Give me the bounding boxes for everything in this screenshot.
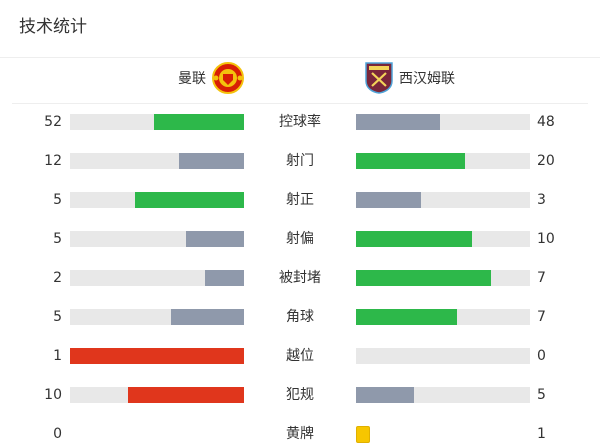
stat-label: 黄牌 <box>286 426 314 442</box>
page-title: 技术统计 <box>19 17 87 37</box>
stat-row: 5 角球 7 <box>0 307 600 327</box>
away-value: 10 <box>537 231 555 247</box>
home-value: 10 <box>44 387 62 403</box>
away-team-name: 西汉姆联 <box>399 71 455 87</box>
away-value: 3 <box>537 192 546 208</box>
home-value: 0 <box>53 426 62 442</box>
divider <box>0 57 600 58</box>
away-bar-track <box>356 153 530 169</box>
home-value: 2 <box>53 270 62 286</box>
away-bar <box>356 231 473 247</box>
away-value: 5 <box>537 387 546 403</box>
stat-row: 5 射正 3 <box>0 190 600 210</box>
home-bar-track <box>70 153 244 169</box>
away-bar <box>356 387 414 403</box>
home-value: 5 <box>53 309 62 325</box>
home-bar <box>171 309 244 325</box>
stat-row: 5 射偏 10 <box>0 229 600 249</box>
home-team[interactable]: 曼联 <box>178 62 244 94</box>
yellow-card-icon <box>356 426 370 443</box>
stat-row: 12 射门 20 <box>0 151 600 171</box>
stat-row: 0 黄牌 1 <box>0 424 600 444</box>
home-value: 12 <box>44 153 62 169</box>
divider <box>12 103 588 104</box>
home-bar-track <box>70 309 244 325</box>
stat-label: 射门 <box>286 153 314 169</box>
home-bar-track <box>70 387 244 403</box>
home-value: 5 <box>53 231 62 247</box>
home-bar-track <box>70 192 244 208</box>
away-bar-track <box>356 231 530 247</box>
away-bar-track <box>356 192 530 208</box>
away-value: 7 <box>537 309 546 325</box>
home-bar <box>153 114 244 130</box>
home-bar <box>205 270 244 286</box>
away-value: 1 <box>537 426 546 442</box>
stat-row: 10 犯规 5 <box>0 385 600 405</box>
away-value: 7 <box>537 270 546 286</box>
away-bar-track <box>356 270 530 286</box>
away-bar <box>356 114 440 130</box>
home-value: 5 <box>53 192 62 208</box>
away-value: 0 <box>537 348 546 364</box>
home-value: 1 <box>53 348 62 364</box>
home-bar-track <box>70 231 244 247</box>
away-bar <box>356 309 458 325</box>
away-bar-track <box>356 348 530 364</box>
home-bar-track <box>70 114 244 130</box>
stat-label: 被封堵 <box>279 270 321 286</box>
manchester-united-crest-icon <box>212 62 244 94</box>
home-bar <box>186 231 244 247</box>
home-bar <box>127 387 244 403</box>
away-bar-track <box>356 387 530 403</box>
home-value: 52 <box>44 114 62 130</box>
away-value: 48 <box>537 114 555 130</box>
stat-label: 射正 <box>286 192 314 208</box>
away-value: 20 <box>537 153 555 169</box>
home-bar-track <box>70 270 244 286</box>
west-ham-crest-icon <box>365 62 393 94</box>
away-bar-track <box>356 114 530 130</box>
stat-row: 1 越位 0 <box>0 346 600 366</box>
away-bar <box>356 192 422 208</box>
home-bar <box>135 192 244 208</box>
stat-label: 越位 <box>286 348 314 364</box>
away-bar-track <box>356 309 530 325</box>
away-bar <box>356 153 465 169</box>
stat-row: 52 控球率 48 <box>0 112 600 132</box>
stat-label: 射偏 <box>286 231 314 247</box>
stat-label: 控球率 <box>279 114 321 130</box>
home-bar-track <box>70 348 244 364</box>
away-bar <box>356 270 492 286</box>
stat-label: 犯规 <box>286 387 314 403</box>
stat-row: 2 被封堵 7 <box>0 268 600 288</box>
stat-label: 角球 <box>286 309 314 325</box>
home-bar <box>178 153 244 169</box>
home-bar <box>70 348 244 364</box>
away-team[interactable]: 西汉姆联 <box>365 62 455 94</box>
home-team-name: 曼联 <box>178 71 206 87</box>
